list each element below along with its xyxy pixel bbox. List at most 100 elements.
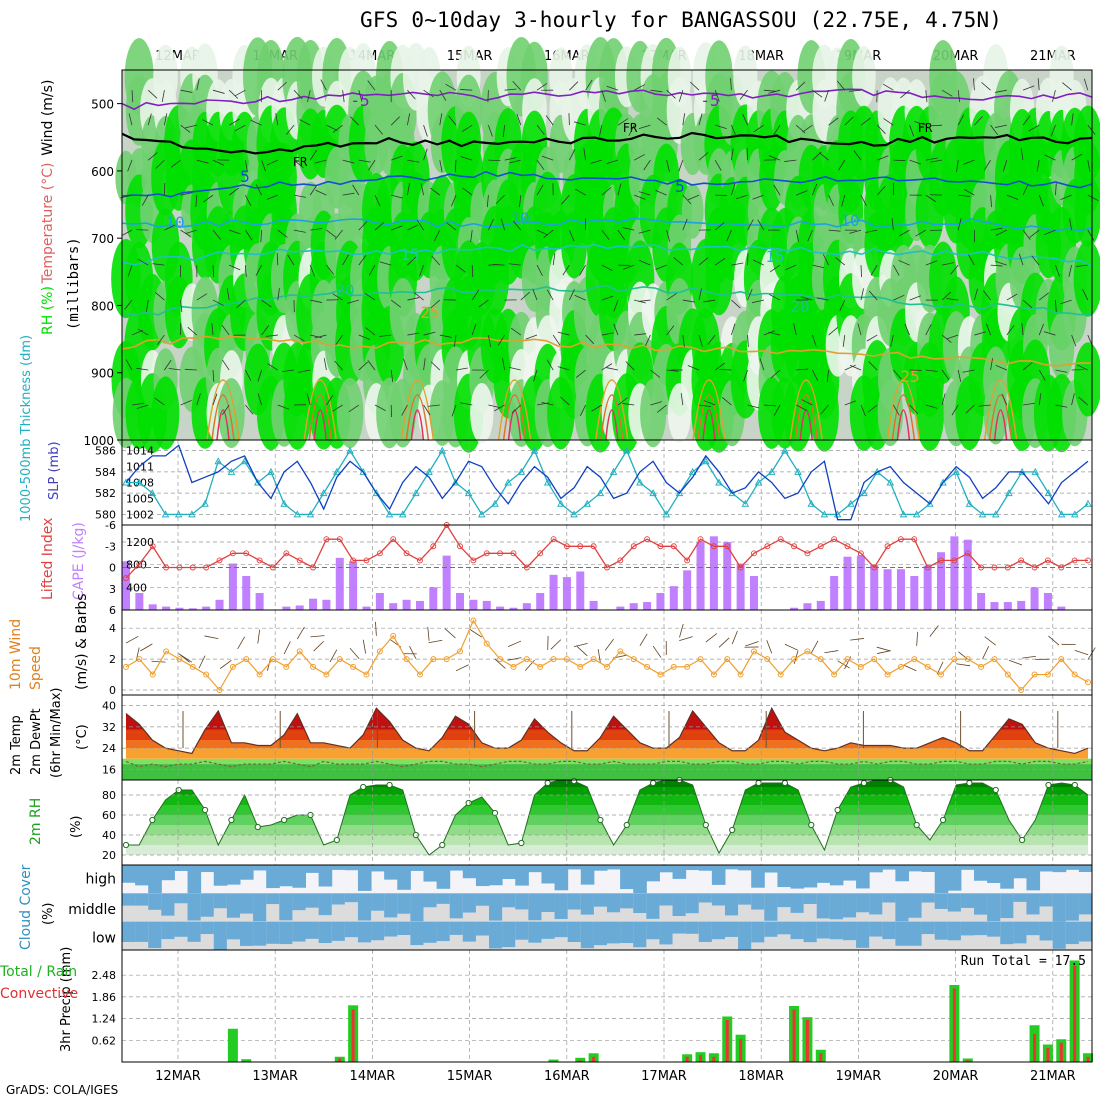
wind-barb <box>569 229 575 242</box>
wind-barb <box>604 638 614 651</box>
cloud-cell <box>580 893 595 915</box>
wind-barb <box>212 370 215 383</box>
wind-speed-point <box>229 663 236 670</box>
wind-barb <box>358 221 368 231</box>
lifted-index-point <box>1058 564 1065 571</box>
wind-barb <box>310 635 325 638</box>
wind-barb <box>137 328 149 336</box>
wind-barb <box>323 358 327 371</box>
warm-plume <box>891 394 916 441</box>
thickness-point <box>438 446 447 454</box>
cloud-cell <box>816 865 831 883</box>
wind-barb <box>984 636 996 646</box>
wind-barb <box>1071 393 1075 406</box>
dewpt-band-high <box>122 758 1092 765</box>
cape-bar <box>790 607 799 610</box>
wind-barb <box>545 115 554 126</box>
lifted-index-point <box>1018 557 1025 564</box>
wind-barb <box>196 78 200 91</box>
wind-barb <box>536 184 544 196</box>
cape-bar <box>349 561 358 610</box>
cloud-cell <box>777 893 792 908</box>
wind-barb <box>1055 264 1060 277</box>
wind-barb <box>508 263 521 266</box>
thickness-point <box>412 489 420 497</box>
cloud-cell <box>475 921 490 936</box>
wind-barb <box>471 289 480 301</box>
lifted-index-point <box>523 564 530 571</box>
wind-speed-point <box>563 656 570 663</box>
cloud-cell <box>738 865 752 871</box>
wind-barb <box>502 358 505 371</box>
precip-convective-bar <box>792 1009 796 1062</box>
cloud-cell <box>331 893 346 905</box>
warm-plume <box>697 394 721 441</box>
cape-bar <box>589 600 598 610</box>
cape-bar <box>335 557 344 610</box>
cloud-cell <box>397 921 411 935</box>
wind-barb <box>714 362 726 371</box>
wind-barb <box>1022 115 1031 126</box>
wind-barb <box>634 84 645 91</box>
cape-bar <box>736 563 745 610</box>
cape-bar <box>549 574 558 610</box>
wind-barb <box>718 637 730 648</box>
wind-barb <box>914 121 926 126</box>
thickness-tick-label: 580 <box>95 508 116 521</box>
wind-barb <box>617 118 629 126</box>
lifted-index-point <box>189 564 196 571</box>
wind-barb <box>981 82 991 91</box>
wind-barb <box>430 299 441 309</box>
wind-speed-point <box>1044 671 1051 678</box>
wind-barb <box>124 299 133 310</box>
wind-barb <box>212 89 225 94</box>
rh-point <box>808 821 815 829</box>
cloud-cell <box>423 921 438 943</box>
thickness-point <box>333 467 341 475</box>
thickness-point <box>451 478 460 486</box>
wind-barb <box>1022 184 1029 196</box>
wind-barb <box>597 649 601 664</box>
wind-barb <box>769 264 781 273</box>
upper-wind-barbs <box>120 78 1099 418</box>
wind-barb <box>844 364 856 371</box>
wind-speed-point <box>483 640 490 647</box>
thickness-point <box>688 467 697 475</box>
precip-convective-bar <box>805 1020 809 1062</box>
wind-barb <box>1087 229 1095 241</box>
wind-barb <box>471 265 474 278</box>
wind-barb <box>147 113 152 126</box>
warm-plume <box>789 379 823 441</box>
wind-barb <box>508 640 522 647</box>
wind-barb <box>962 369 975 373</box>
rh-patch <box>1073 342 1100 417</box>
wind-barb <box>1022 362 1033 371</box>
wind-barb <box>995 229 1007 236</box>
wind-barb <box>451 194 457 207</box>
lifted-index-point <box>510 550 517 557</box>
wind-barb <box>423 358 426 371</box>
warm-plume <box>605 409 619 441</box>
thickness-point <box>227 467 236 475</box>
cloud-cell <box>1052 893 1067 922</box>
wind-barb <box>479 369 489 379</box>
cloud-cell <box>253 865 267 871</box>
wind-barb <box>137 258 149 266</box>
cloud-cell <box>882 921 896 940</box>
wind-barb <box>161 90 165 103</box>
wind-barb <box>326 124 338 131</box>
wind-speed-point <box>403 656 410 663</box>
wind-barb <box>286 124 295 135</box>
warm-plume <box>794 394 818 441</box>
cloud-cell <box>790 921 805 940</box>
wind-barb <box>785 264 797 271</box>
wind-barb <box>1022 85 1035 91</box>
wind-barb <box>202 194 214 203</box>
wind-barb <box>707 334 716 345</box>
wind-barb <box>650 89 663 93</box>
rh-layer <box>126 780 1088 805</box>
cape-bar <box>923 565 932 610</box>
wind-speed-point <box>804 648 811 655</box>
wind-barb <box>925 157 938 161</box>
cloud-cell <box>213 921 228 950</box>
